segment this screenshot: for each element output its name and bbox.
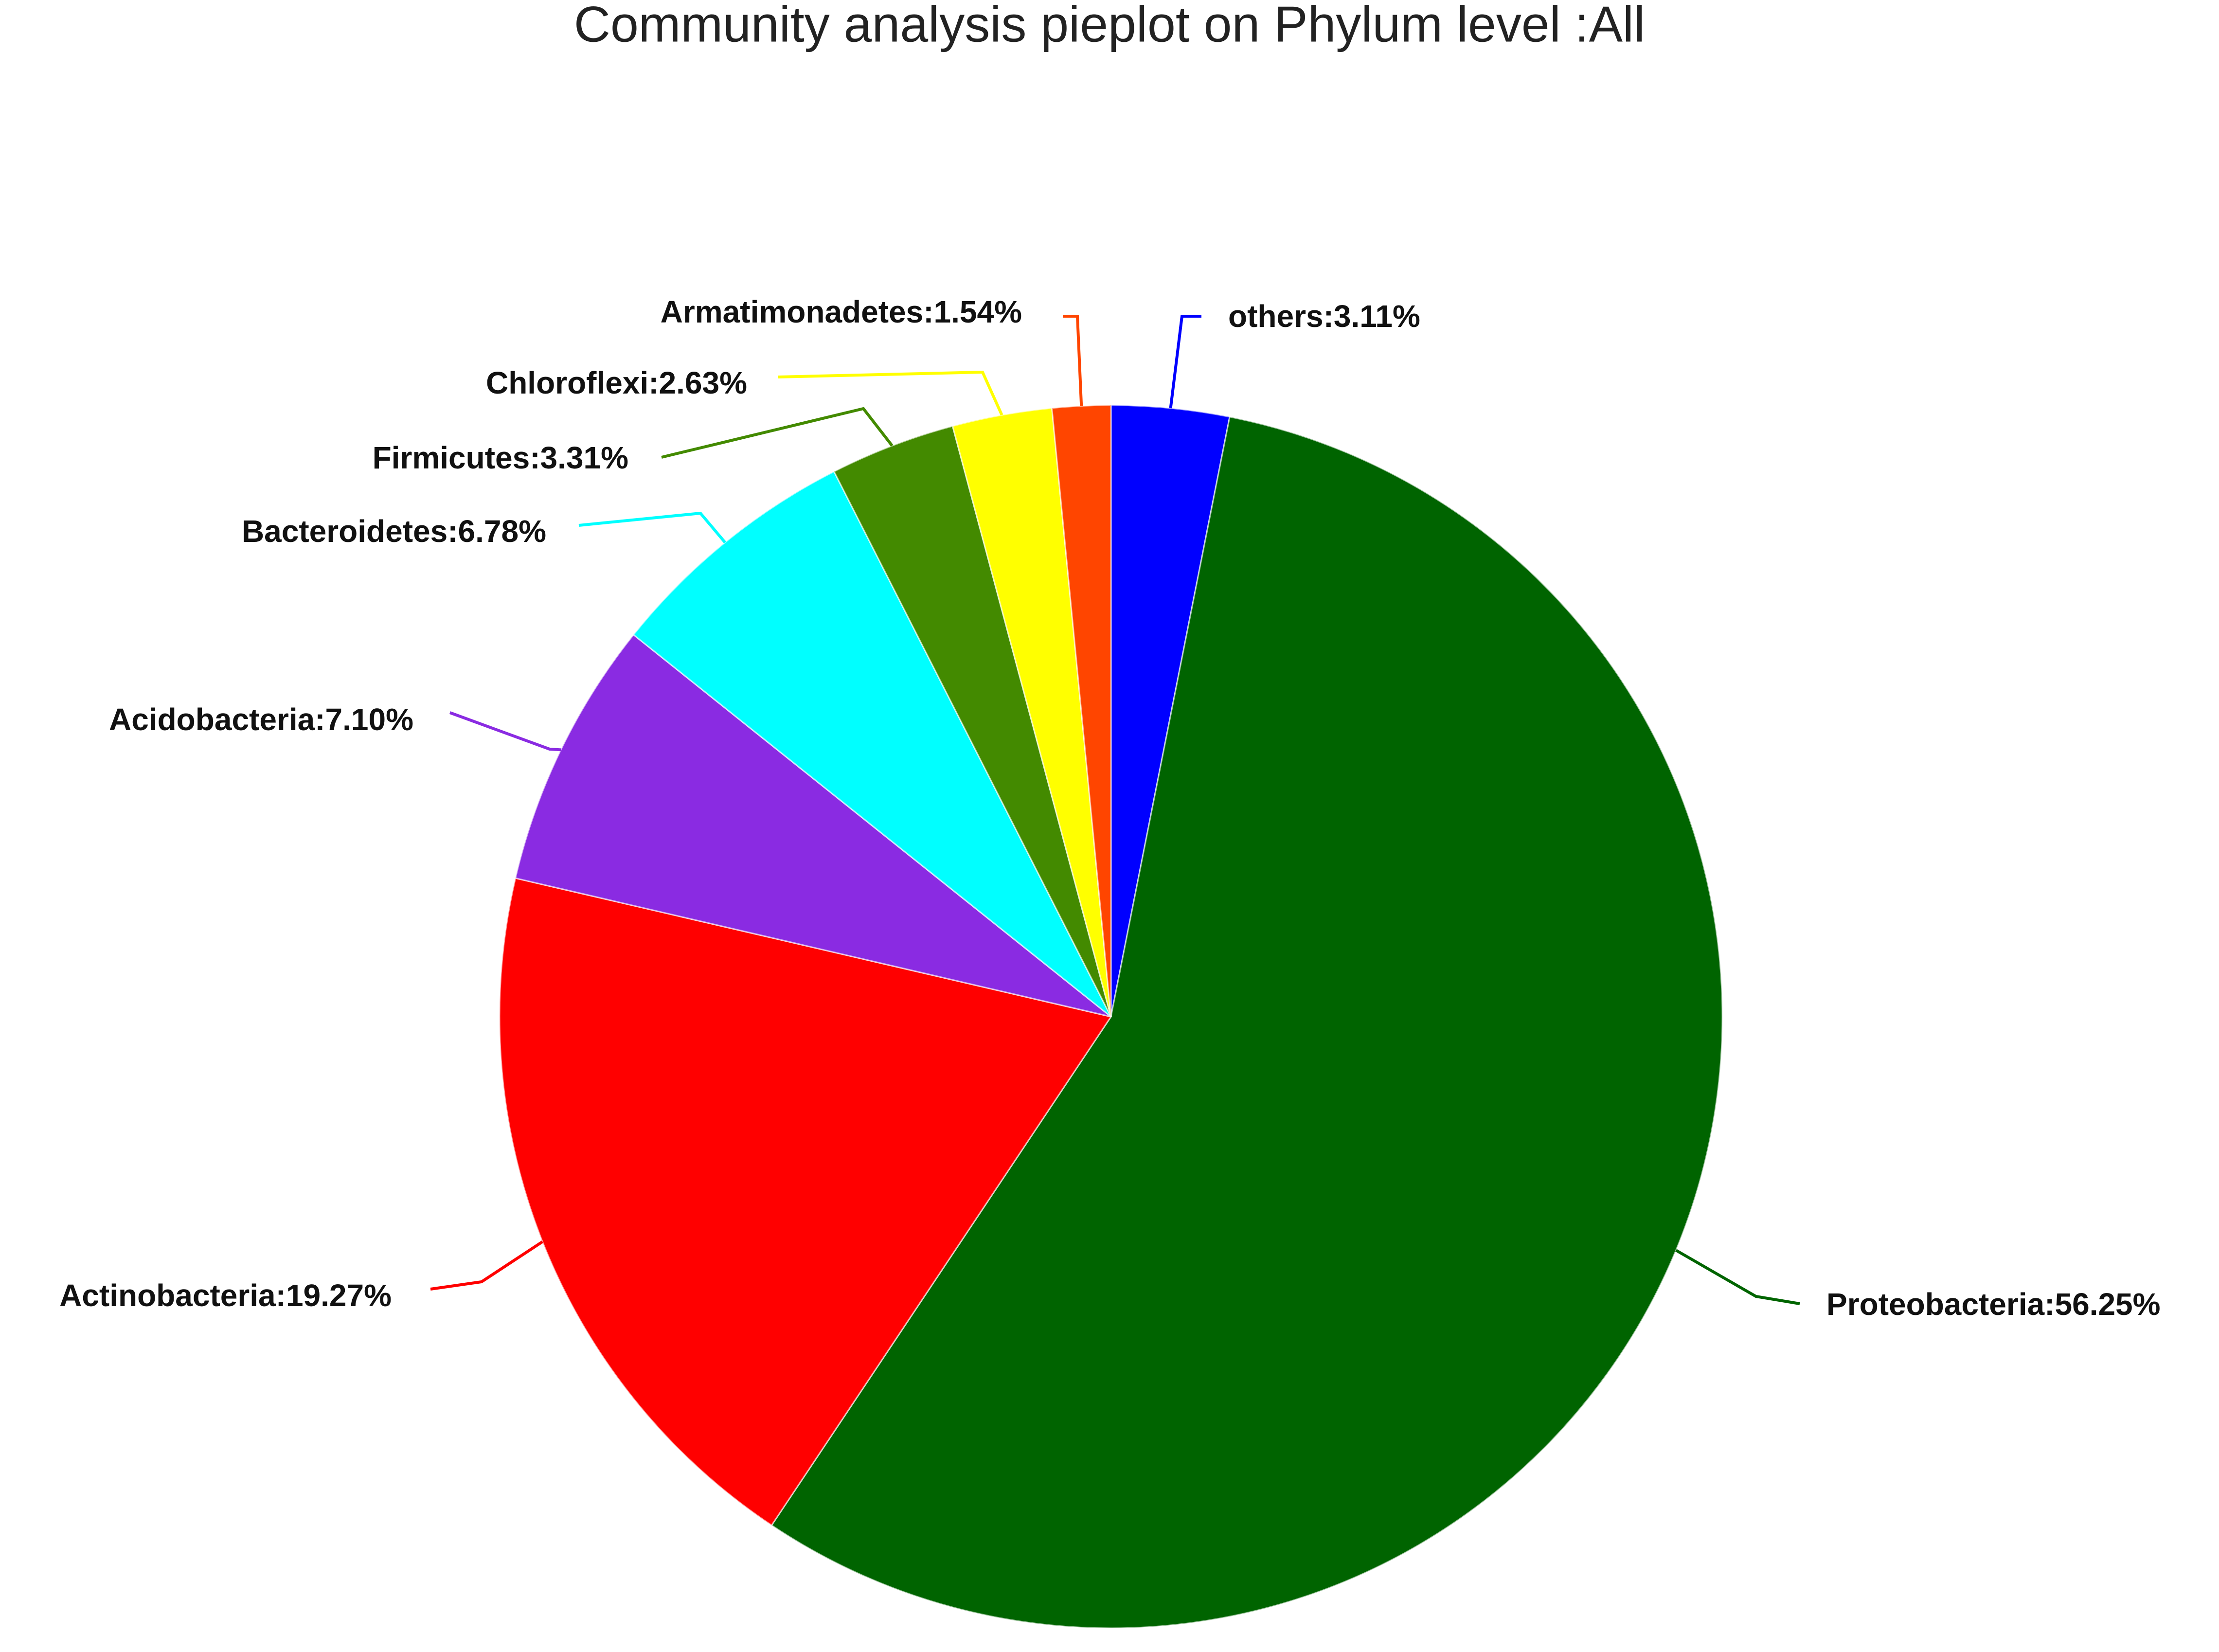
- data-label: Armatimonadetes:1.54%: [661, 294, 1022, 329]
- data-label: Actinobacteria:19.27%: [59, 1278, 392, 1313]
- leader-line: [1063, 315, 1083, 406]
- leader-line: [1169, 315, 1201, 409]
- leader-line: [578, 511, 726, 543]
- data-label: Proteobacteria:56.25%: [1826, 1287, 2161, 1322]
- data-label: Acidobacteria:7.10%: [109, 702, 413, 737]
- leader-line: [430, 1240, 543, 1291]
- pie-slice: [514, 633, 1111, 1018]
- leader-line: [778, 370, 1003, 416]
- chart-title: Community analysis pieplot on Phylum lev…: [574, 0, 1645, 53]
- data-label: Chloroflexi:2.63%: [486, 365, 747, 400]
- leader-line: [1675, 1249, 1800, 1305]
- pie-slice: [1051, 404, 1112, 1017]
- pie-slice: [770, 416, 1723, 1629]
- leader-line: [661, 407, 894, 459]
- pie-slice: [833, 425, 1112, 1017]
- data-label: Firmicutes:3.31%: [373, 440, 628, 475]
- data-label: others:3.11%: [1228, 299, 1420, 334]
- pie-slice: [632, 470, 1112, 1018]
- leader-line: [449, 711, 561, 752]
- data-label: Bacteroidetes:6.78%: [242, 514, 546, 549]
